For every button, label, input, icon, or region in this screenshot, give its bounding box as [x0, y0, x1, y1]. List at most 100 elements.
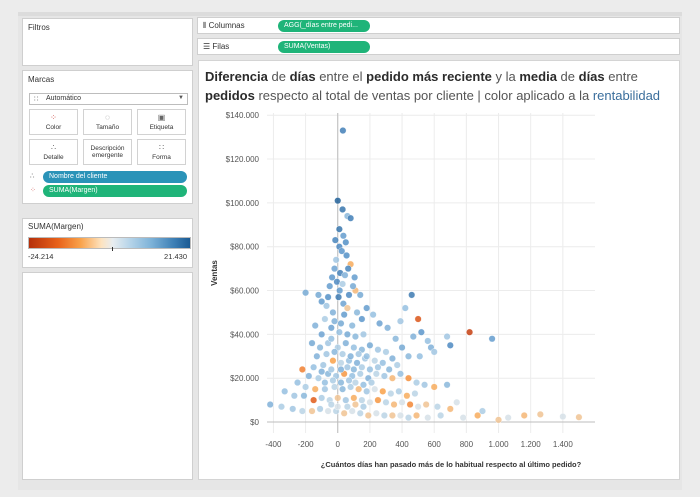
data-point	[313, 352, 321, 360]
x-axis-title: ¿Cuántos días han pasado más de lo habit…	[321, 460, 582, 469]
detail-button[interactable]: ∴ Detalle	[29, 139, 78, 165]
data-point	[329, 357, 337, 365]
data-point	[318, 394, 326, 402]
data-point	[350, 394, 358, 402]
data-point	[504, 414, 512, 422]
data-point	[520, 411, 528, 419]
data-point	[308, 407, 316, 415]
columns-pill[interactable]: AGG(_días entre pedi...	[278, 20, 370, 32]
size-icon: ◌	[105, 113, 110, 122]
data-point	[366, 365, 374, 373]
data-point	[374, 346, 382, 354]
tooltip-button-label: Descripción emergente	[90, 145, 125, 159]
mark-type-value: Automático	[46, 95, 82, 102]
y-tick-label: $100.000	[226, 199, 260, 208]
data-point	[335, 225, 343, 233]
shape-icon: ∷	[158, 143, 165, 152]
data-point	[324, 293, 332, 301]
data-point	[343, 251, 351, 259]
data-point	[349, 282, 357, 290]
data-point	[302, 289, 310, 297]
data-point	[459, 414, 467, 422]
scatter-chart[interactable]: -400 -200 0 200 400 600 800 1.000 1.200 1.400 $0 $2…	[199, 61, 681, 481]
data-point	[327, 335, 335, 343]
size-button[interactable]: ◌ Tamaño	[83, 109, 132, 135]
pill-margin-sum[interactable]: SUMA(Margen)	[43, 185, 187, 197]
data-point	[332, 256, 340, 264]
data-point	[351, 273, 359, 281]
data-point	[396, 370, 404, 378]
x-tick-label: 1.400	[553, 440, 574, 449]
pill-customer-name[interactable]: Nombre del cliente	[43, 171, 187, 183]
data-point	[340, 311, 348, 319]
x-tick-label: -200	[298, 440, 315, 449]
color-button[interactable]: ⁘ Color	[29, 109, 78, 135]
color-legend[interactable]: SUMA(Margen) -24.214 21.430	[22, 218, 193, 268]
data-point	[393, 361, 401, 369]
data-point	[366, 398, 374, 406]
columns-shelf-label: ⫴ Columnas	[203, 21, 245, 31]
data-point	[308, 339, 316, 347]
data-point	[339, 232, 347, 240]
data-point	[322, 350, 330, 358]
data-point	[345, 376, 353, 384]
rows-shelf[interactable]: ☰ Filas SUMA(Ventas)	[197, 38, 680, 55]
data-point	[334, 394, 342, 402]
data-point	[343, 363, 351, 371]
x-tick-label: 600	[428, 440, 442, 449]
data-point	[347, 352, 355, 360]
x-tick-label: 800	[460, 440, 474, 449]
data-point	[417, 328, 425, 336]
tooltip-button[interactable]: Descripción emergente	[83, 139, 132, 165]
data-point	[443, 333, 451, 341]
data-point	[380, 372, 388, 380]
data-point	[376, 319, 384, 327]
data-point	[329, 376, 337, 384]
filters-card[interactable]: Filtros	[22, 18, 193, 66]
data-point	[344, 265, 352, 273]
data-point	[327, 365, 335, 373]
data-point	[358, 315, 366, 323]
data-point	[559, 413, 567, 421]
data-point	[347, 383, 355, 391]
data-point	[318, 330, 326, 338]
data-point	[310, 396, 318, 404]
label-button[interactable]: ▣ Etiqueta	[137, 109, 186, 135]
data-point	[334, 403, 342, 411]
data-point	[337, 359, 345, 367]
data-point	[388, 374, 396, 382]
rows-pill[interactable]: SUMA(Ventas)	[278, 41, 370, 53]
automatic-mark-icon: ∷	[34, 96, 39, 103]
detail-icon: ∴	[30, 173, 35, 180]
data-point	[343, 403, 351, 411]
data-point	[337, 365, 345, 373]
left-panel-empty	[22, 272, 193, 480]
data-point	[466, 328, 474, 336]
data-point	[327, 401, 335, 409]
data-point	[339, 385, 347, 393]
data-point	[339, 280, 347, 288]
mark-type-select[interactable]: ∷ Automático ▼	[29, 93, 188, 105]
y-tick-label: $140.000	[226, 111, 260, 120]
data-point	[331, 383, 339, 391]
columns-shelf[interactable]: ⫴ Columnas AGG(_días entre pedi...	[197, 17, 680, 34]
data-point	[395, 387, 403, 395]
data-point	[414, 315, 422, 323]
data-point	[328, 273, 336, 281]
pill-customer-name-label: Nombre del cliente	[49, 173, 108, 180]
x-tick-label: 200	[363, 440, 377, 449]
data-point	[335, 293, 343, 301]
data-point	[413, 379, 421, 387]
data-point	[430, 348, 438, 356]
data-point	[403, 392, 411, 400]
data-point	[310, 363, 318, 371]
data-point	[314, 374, 322, 382]
y-tick-label: $60.000	[230, 287, 259, 296]
data-point	[343, 330, 351, 338]
data-point	[300, 392, 308, 400]
columns-icon: ⫴	[203, 21, 207, 30]
data-point	[324, 407, 332, 415]
shape-button[interactable]: ∷ Forma	[137, 139, 186, 165]
data-point	[321, 315, 329, 323]
data-point	[319, 361, 327, 369]
